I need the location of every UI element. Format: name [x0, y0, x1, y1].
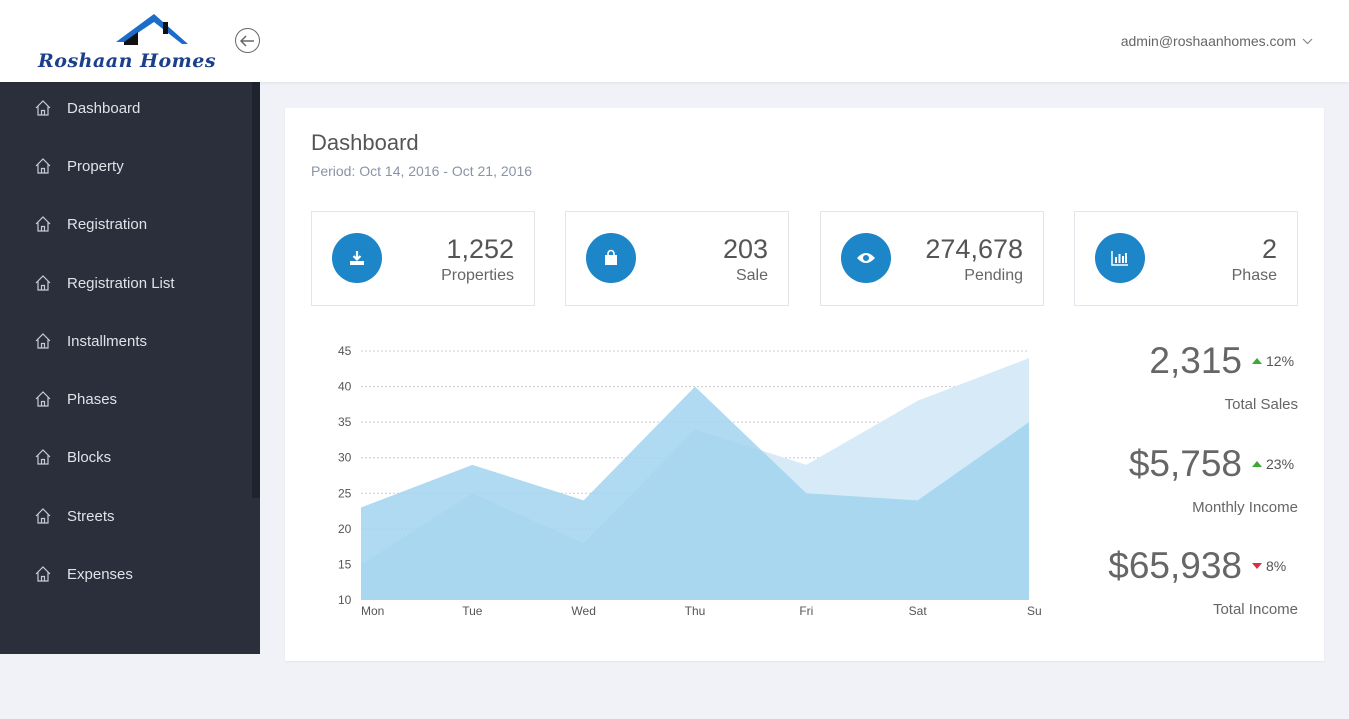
stat-value: 203: [722, 234, 768, 264]
area-chart-svg: 10 15 20 25 30 35 40 45 Mon Tue Wed Thu Fri Sat Su: [338, 344, 1042, 618]
kpi-monthly-income: $5,758 23% Monthly Income: [1129, 443, 1298, 516]
sidebar-item-label: Property: [67, 157, 124, 175]
period-label: Period: Oct 14, 2016 - Oct 21, 2016: [311, 163, 533, 179]
chevron-down-icon: [1302, 38, 1313, 44]
home-icon: [34, 157, 52, 175]
top-bar: Roshaan Homes admin@roshaanhomes.com: [0, 0, 1349, 82]
sidebar-item-registration-list[interactable]: Registration List: [0, 263, 252, 303]
kpi-change: 12%: [1252, 353, 1298, 369]
kpi-change-text: 12%: [1266, 353, 1295, 369]
sidebar-item-label: Registration List: [67, 274, 175, 292]
stat-label: Phase: [1231, 267, 1277, 284]
sidebar-scrollbar[interactable]: [252, 82, 260, 498]
x-tick-label: Sat: [909, 604, 928, 618]
kpi-change: 23%: [1252, 456, 1298, 472]
kpi-value: $65,938: [1108, 545, 1242, 586]
x-tick-label: Mon: [361, 604, 384, 618]
stat-value: 1,252: [446, 234, 514, 264]
download-icon: [332, 233, 382, 283]
logo[interactable]: Roshaan Homes: [36, 12, 216, 74]
logo-text: Roshaan Homes: [38, 50, 217, 72]
kpi-label: Total Sales: [1224, 396, 1298, 413]
home-icon: [34, 448, 52, 466]
home-icon: [34, 507, 52, 525]
y-tick-label: 35: [338, 415, 352, 429]
x-tick-label: Wed: [571, 604, 595, 618]
sidebar-item-installments[interactable]: Installments: [0, 321, 252, 361]
y-tick-label: 20: [338, 522, 352, 536]
page-title: Dashboard: [311, 130, 419, 155]
shopping-bag-icon: [586, 233, 636, 283]
user-email: admin@roshaanhomes.com: [1120, 33, 1296, 49]
sidebar: Dashboard Property Registration Registra…: [0, 82, 260, 654]
x-tick-label: Tue: [462, 604, 483, 618]
house-roof-icon: [116, 14, 188, 45]
kpi-label: Total Income: [1212, 601, 1298, 618]
kpi-label: Monthly Income: [1192, 499, 1298, 516]
kpi-value: $5,758: [1128, 443, 1242, 484]
stat-card-properties[interactable]: 1,252 Properties: [311, 211, 535, 306]
stat-label: Pending: [964, 267, 1023, 284]
home-icon: [34, 565, 52, 583]
kpi-value: 2,315: [1149, 340, 1242, 381]
home-icon: [34, 215, 52, 233]
series-area-2: [361, 386, 1029, 600]
home-icon: [34, 390, 52, 408]
y-tick-label: 25: [338, 486, 352, 500]
sidebar-footer-space: [0, 654, 260, 719]
stat-label: Sale: [735, 267, 768, 284]
arrow-up-icon: [1252, 461, 1262, 467]
stat-card-sale[interactable]: 203 Sale: [565, 211, 789, 306]
sidebar-item-dashboard[interactable]: Dashboard: [0, 88, 252, 128]
user-menu[interactable]: admin@roshaanhomes.com: [1121, 33, 1313, 49]
arrow-up-icon: [1252, 358, 1262, 364]
kpi-change: 8%: [1252, 558, 1298, 574]
y-tick-label: 10: [338, 593, 352, 607]
sidebar-item-label: Streets: [67, 507, 115, 525]
stat-value: 2: [1261, 234, 1277, 264]
sidebar-item-label: Expenses: [67, 565, 133, 583]
arrow-left-icon: [240, 34, 254, 47]
weekly-area-chart: 10 15 20 25 30 35 40 45 Mon Tue Wed Thu Fri Sat Su: [311, 334, 1051, 624]
y-tick-label: 45: [338, 344, 352, 358]
kpi-total-sales: 2,315 12% Total Sales: [1149, 340, 1298, 413]
x-tick-label: Su: [1027, 604, 1042, 618]
y-tick-label: 30: [338, 451, 352, 465]
home-icon: [34, 274, 52, 292]
sidebar-item-phases[interactable]: Phases: [0, 379, 252, 419]
y-tick-label: 40: [338, 380, 352, 394]
sidebar-item-property[interactable]: Property: [0, 146, 252, 186]
stat-card-pending[interactable]: 274,678 Pending: [820, 211, 1044, 306]
kpi-change-text: 8%: [1266, 558, 1287, 574]
kpi-change-text: 23%: [1266, 456, 1295, 472]
sidebar-item-label: Installments: [67, 332, 148, 350]
stat-card-phase[interactable]: 2 Phase: [1074, 211, 1298, 306]
kpi-total-income: $65,938 8% Total Income: [1108, 545, 1298, 618]
dashboard-panel: Dashboard Period: Oct 14, 2016 - Oct 21,…: [285, 108, 1324, 661]
y-tick-label: 15: [338, 557, 352, 571]
stat-label: Properties: [441, 267, 514, 284]
sidebar-item-blocks[interactable]: Blocks: [0, 437, 252, 477]
sidebar-item-label: Phases: [67, 390, 118, 408]
sidebar-item-label: Dashboard: [67, 99, 141, 117]
sidebar-item-label: Blocks: [67, 448, 112, 466]
sidebar-toggle-button[interactable]: [235, 28, 260, 53]
stat-value: 274,678: [925, 234, 1023, 264]
x-tick-label: Thu: [685, 604, 706, 618]
sidebar-item-label: Registration: [67, 215, 148, 233]
sidebar-item-registration[interactable]: Registration: [0, 204, 252, 244]
home-icon: [34, 99, 52, 117]
arrow-down-icon: [1252, 563, 1262, 569]
bar-chart-icon: [1095, 233, 1145, 283]
eye-icon: [841, 233, 891, 283]
home-icon: [34, 332, 52, 350]
sidebar-item-streets[interactable]: Streets: [0, 496, 252, 536]
sidebar-item-expenses[interactable]: Expenses: [0, 554, 252, 594]
x-tick-label: Fri: [799, 604, 813, 618]
